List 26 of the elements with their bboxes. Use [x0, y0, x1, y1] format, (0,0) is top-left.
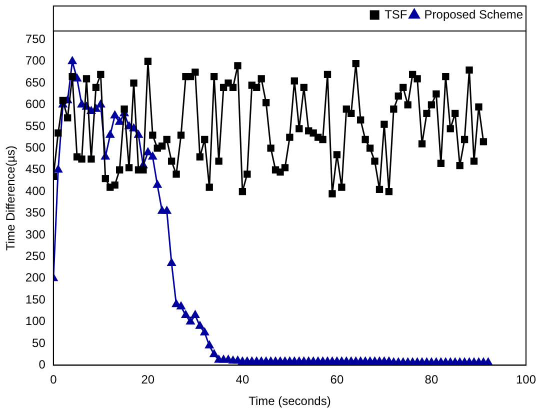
y-tick-label: 250 — [25, 249, 46, 264]
y-tick-label: 50 — [32, 336, 46, 350]
y-tick-label: 0 — [38, 358, 46, 372]
y-tick-label: 350 — [25, 206, 46, 220]
y-tick-label: 400 — [25, 184, 46, 198]
x-tick-label: 20 — [141, 372, 155, 387]
y-tick-label: 600 — [25, 97, 46, 112]
y-tick-label: 450 — [25, 162, 46, 176]
y-tick-label: 750 — [25, 32, 46, 46]
y-tick-label: 200 — [25, 270, 46, 285]
legend-label: TSF — [384, 7, 408, 22]
y-tick-label: 300 — [25, 227, 46, 242]
x-tick-label: 100 — [516, 372, 536, 387]
y-tick-label: 650 — [25, 75, 46, 90]
y-axis-title: Time Difference(µs) — [4, 146, 18, 251]
y-tick-label: 550 — [25, 118, 46, 133]
x-tick-label: 60 — [330, 372, 344, 387]
y-tick-label: 500 — [25, 140, 46, 154]
x-tick-label: 80 — [424, 372, 438, 387]
x-tick-label: 0 — [50, 372, 58, 387]
y-tick-label: 700 — [25, 54, 46, 68]
legend-label: Proposed Scheme — [424, 7, 524, 22]
y-tick-label: 150 — [25, 292, 46, 306]
x-tick-label: 40 — [236, 372, 250, 387]
y-tick-label: 100 — [25, 314, 46, 328]
x-axis-title: Time (seconds) — [248, 394, 331, 408]
